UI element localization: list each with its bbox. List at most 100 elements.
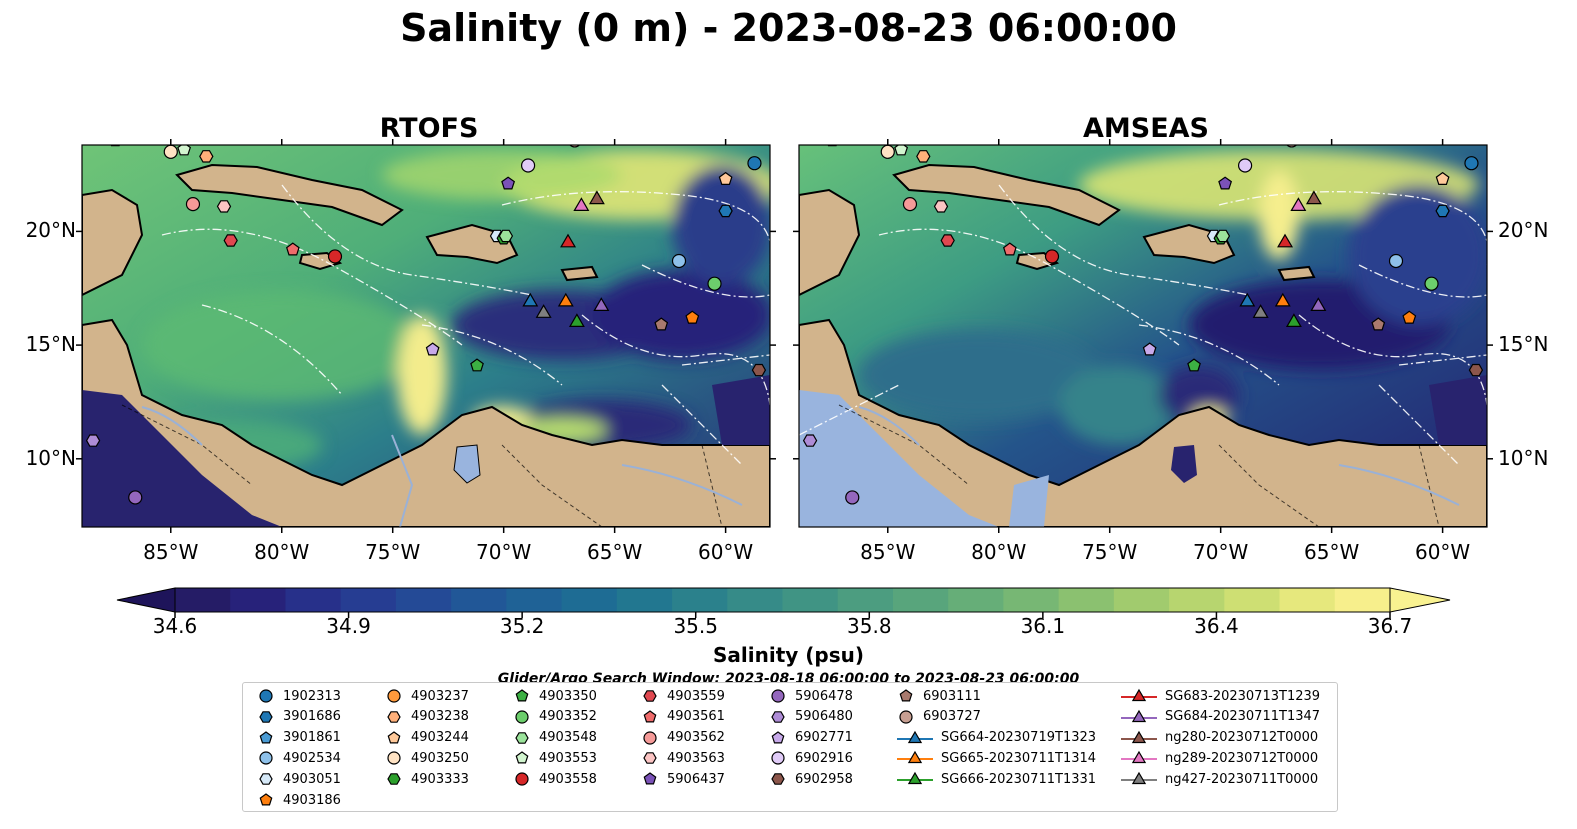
float-marker-4903558 [1044, 249, 1060, 264]
legend-item: 3901686 [257, 707, 341, 727]
legend: 1902313 3901686 3901861 4902534 4903051 49031… [242, 682, 1338, 812]
float-marker-4903238 [916, 150, 931, 163]
legend-item: SG664-20230719T1323 [897, 728, 1096, 748]
legend-item: 4903186 [257, 790, 341, 810]
lat-tick-label: 15°N [25, 332, 76, 357]
lon-tick-label: 60°W [1414, 540, 1471, 564]
legend-item: ng427-20230711T0000 [1121, 769, 1318, 789]
legend-item: 5906478 [769, 686, 853, 706]
float-marker-4903563 [216, 200, 232, 213]
legend-label: 4903186 [283, 792, 341, 808]
legend-marker [387, 730, 401, 744]
legend-marker [643, 752, 657, 765]
legend-label: SG664-20230719T1323 [941, 730, 1097, 746]
legend-item: 3901861 [257, 728, 341, 748]
legend-label: 6902916 [795, 750, 853, 766]
legend-marker [515, 772, 529, 786]
legend-item: 4902534 [257, 748, 341, 768]
legend-label: 4902534 [283, 750, 341, 766]
float-marker-5906478 [128, 490, 143, 505]
legend-item: 4903333 [385, 769, 469, 789]
float-marker-4903250 [880, 145, 895, 159]
lon-tick-label: 80°W [971, 540, 1027, 564]
float-marker-6902916 [1237, 158, 1253, 173]
legend-marker [259, 730, 273, 744]
legend-label: ng289-20230712T0000 [1165, 750, 1319, 766]
legend-marker [1121, 771, 1157, 785]
colorbar-tick-label: 35.2 [499, 614, 545, 638]
float-marker-4903553 [177, 145, 192, 156]
colorbar-tick-label: 36.1 [1020, 614, 1066, 638]
legend-label: 4903559 [667, 688, 725, 704]
float-marker-4903558 [327, 249, 343, 264]
lat-tick-label: 10°N [1498, 445, 1549, 470]
legend-label: 4903051 [283, 771, 341, 787]
legend-item: 4903244 [385, 728, 469, 748]
legend-item: 4903238 [385, 707, 469, 727]
legend-item: 6902916 [769, 748, 853, 768]
lon-tick-label: 65°W [587, 540, 643, 564]
legend-marker [899, 710, 913, 724]
legend-item: 5906480 [769, 707, 853, 727]
legend-label: 6903727 [923, 709, 981, 725]
legend-marker [643, 772, 657, 785]
legend-item: SG666-20230711T1331 [897, 769, 1096, 789]
float-marker-3901686 [1435, 204, 1450, 218]
legend-label: 5906478 [795, 688, 853, 704]
rtofs-salinity-map [82, 145, 770, 527]
legend-item: 6903727 [897, 707, 981, 727]
legend-marker [259, 689, 273, 703]
legend-marker [387, 751, 401, 765]
legend-label: 4903333 [411, 771, 469, 787]
float-marker-4902534 [671, 253, 687, 269]
colorbar-tick-label: 34.6 [152, 614, 198, 638]
legend-label: 3901686 [283, 709, 341, 725]
panel-title-rtofs: RTOFS [379, 113, 479, 144]
float-marker-4902534 [1388, 253, 1404, 269]
lat-tick-label: 15°N [1498, 332, 1549, 357]
float-marker-4903548 [498, 229, 514, 243]
legend-marker [771, 730, 785, 744]
legend-marker [771, 751, 785, 765]
float-marker-5906478 [845, 490, 860, 505]
colorbar-tick-label: 35.8 [847, 614, 892, 638]
legend-marker [771, 710, 785, 723]
legend-label: 1902313 [283, 688, 341, 704]
lon-tick-label: 75°W [365, 540, 421, 564]
legend-item: 4903548 [513, 728, 597, 748]
legend-marker [643, 690, 657, 702]
legend-label: 4903244 [411, 730, 469, 746]
colorbar-label: Salinity (psu) [712, 643, 864, 667]
legend-item: 4903558 [513, 769, 597, 789]
legend-label: 4903563 [667, 750, 725, 766]
legend-label: 5906480 [795, 709, 853, 725]
legend-label: ng427-20230711T0000 [1165, 771, 1319, 787]
legend-item: SG684-20230711T1347 [1121, 707, 1320, 727]
float-marker-4903238 [199, 150, 214, 163]
legend-marker [387, 689, 401, 703]
lon-tick-label: 60°W [697, 540, 754, 564]
legend-marker [1121, 730, 1157, 743]
legend-item: 4903051 [257, 769, 341, 789]
legend-item: ng289-20230712T0000 [1121, 748, 1318, 768]
legend-label: 4903548 [539, 730, 597, 746]
legend-item: 4903553 [513, 748, 597, 768]
legend-marker [1121, 709, 1157, 722]
legend-label: SG665-20230711T1314 [941, 750, 1097, 766]
float-marker-3901686 [718, 204, 733, 218]
lon-tick-label: 65°W [1304, 540, 1360, 564]
colorbar-tick-label: 36.7 [1367, 614, 1413, 638]
lon-tick-label: 80°W [254, 540, 310, 564]
legend-marker [515, 731, 529, 744]
legend-marker [643, 730, 657, 745]
legend-label: 4903352 [539, 709, 597, 725]
lat-tick-label: 20°N [1498, 218, 1549, 243]
legend-label: 6903111 [923, 688, 981, 704]
lon-tick-label: 70°W [476, 540, 532, 564]
legend-item: 4903352 [513, 707, 597, 727]
float-marker-4903559 [223, 234, 238, 247]
legend-item: 1902313 [257, 686, 341, 706]
float-marker-4903548 [1215, 229, 1231, 243]
legend-item: SG683-20230713T1239 [1121, 686, 1320, 706]
panel-title-amseas: AMSEAS [1083, 113, 1209, 144]
